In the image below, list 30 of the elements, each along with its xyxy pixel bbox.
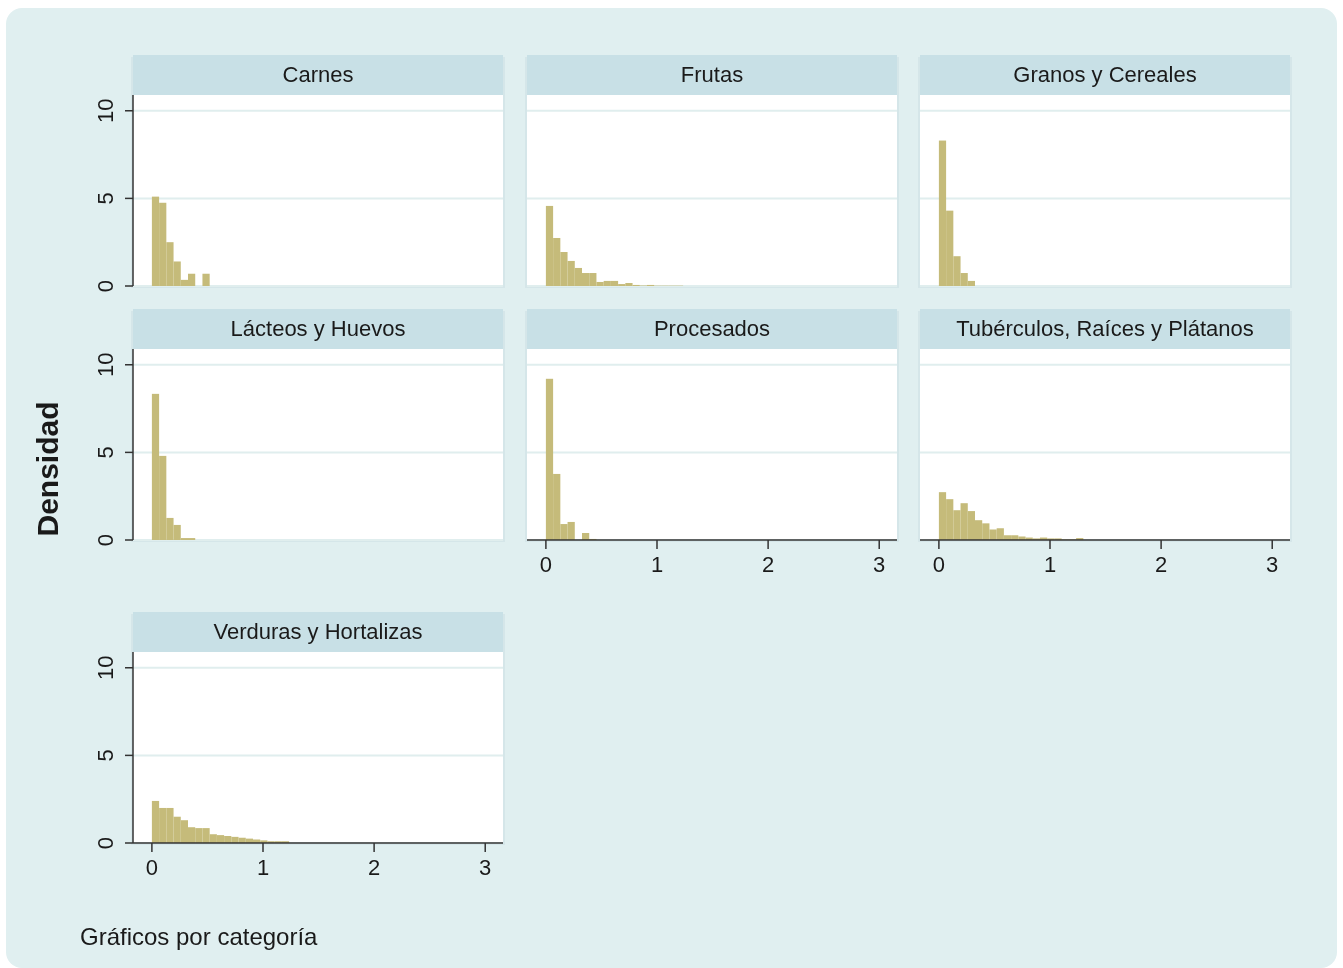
chart-title: Frutas (680, 61, 744, 87)
x-tick-label: 1 (650, 552, 664, 577)
x-tick-label: 3 (479, 855, 492, 880)
chart-title: Verduras y Hortalizas (213, 618, 423, 644)
y-axis-title: Densidad (31, 401, 64, 537)
x-tick-label: 2 (761, 552, 775, 577)
x-tick-label: 2 (1154, 552, 1168, 577)
y-tick-label: 5 (92, 749, 118, 762)
x-tick-label: 3 (1266, 552, 1279, 577)
x-tick-label: 1 (1043, 552, 1057, 577)
y-tick-label: 10 (92, 655, 118, 681)
y-tick-label: 5 (92, 446, 118, 459)
chart-title: Tubérculos, Raíces y Plátanos (956, 315, 1254, 341)
y-tick-label: 10 (92, 352, 118, 378)
x-tick-label: 2 (367, 855, 381, 880)
y-tick-label: 0 (92, 533, 118, 547)
chart-title: Lácteos y Huevos (230, 315, 406, 341)
y-tick-label: 0 (92, 279, 118, 293)
chart-title: Procesados (653, 315, 771, 341)
chart-title: Carnes (282, 61, 354, 87)
x-tick-label: 0 (145, 855, 159, 880)
x-tick-label: 0 (932, 552, 946, 577)
x-tick-label: 0 (539, 552, 553, 577)
y-tick-label: 5 (92, 192, 118, 205)
y-tick-label: 10 (92, 98, 118, 124)
chart-title: Granos y Cereales (1013, 61, 1197, 87)
y-tick-label: 0 (92, 836, 118, 850)
x-tick-label: 3 (873, 552, 886, 577)
x-tick-label: 1 (256, 855, 270, 880)
text: Gráficos por categoría (80, 923, 319, 950)
